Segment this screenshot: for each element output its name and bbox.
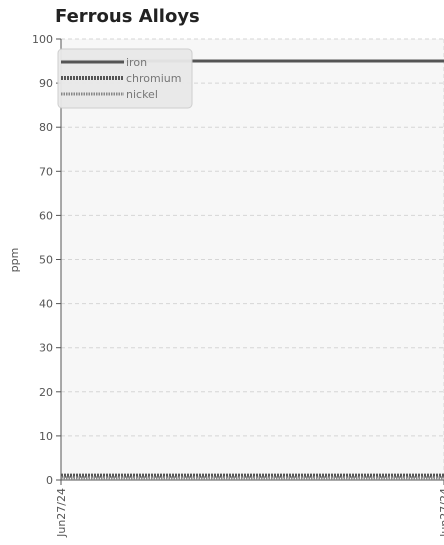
y-tick-label: 50 bbox=[39, 254, 53, 267]
y-tick-label: 10 bbox=[39, 430, 53, 443]
y-tick-label: 90 bbox=[39, 77, 53, 90]
legend-label-chromium[interactable]: chromium bbox=[126, 72, 182, 85]
y-tick-label: 30 bbox=[39, 342, 53, 355]
y-tick-label: 60 bbox=[39, 209, 53, 222]
legend-label-nickel[interactable]: nickel bbox=[126, 88, 158, 101]
y-tick-label: 80 bbox=[39, 121, 53, 134]
y-tick-label: 40 bbox=[39, 298, 53, 311]
y-tick-label: 100 bbox=[32, 33, 53, 46]
x-tick-label: Jun27/24 bbox=[55, 488, 68, 538]
y-tick-labels: 0 10 20 30 40 50 60 70 80 90 100 bbox=[32, 33, 53, 487]
y-tick-label: 0 bbox=[46, 474, 53, 487]
legend[interactable]: iron chromium nickel bbox=[57, 48, 193, 109]
chart-title: Ferrous Alloys bbox=[55, 6, 200, 27]
y-tick-label: 70 bbox=[39, 165, 53, 178]
x-tick-label: Jun27/24 bbox=[438, 488, 444, 538]
y-axis-label: ppm bbox=[8, 248, 21, 273]
x-tick-labels: Jun27/24 Jun27/24 bbox=[55, 488, 444, 538]
axes bbox=[56, 38, 444, 485]
y-tick-label: 20 bbox=[39, 386, 53, 399]
legend-label-iron[interactable]: iron bbox=[126, 56, 147, 69]
